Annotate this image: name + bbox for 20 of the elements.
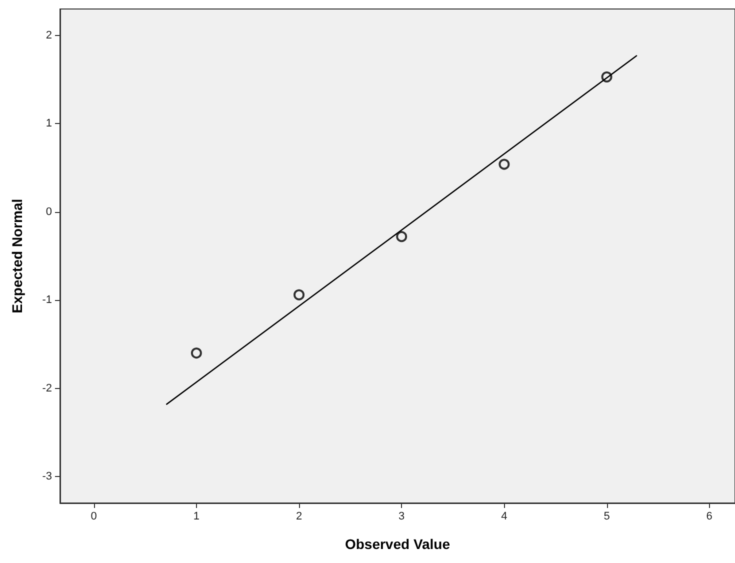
y-tick-label: -2 bbox=[42, 382, 52, 394]
y-tick-label: 2 bbox=[46, 29, 52, 42]
x-tick-label: 3 bbox=[398, 510, 405, 522]
x-tick-label: 4 bbox=[501, 510, 508, 522]
x-tick-label: 6 bbox=[706, 510, 712, 522]
point bbox=[498, 158, 510, 170]
x-tick-label: 5 bbox=[604, 510, 610, 522]
point bbox=[396, 231, 408, 242]
y-tick-label: -3 bbox=[42, 470, 52, 483]
y-axis-title: Expected Normal bbox=[9, 198, 25, 314]
point bbox=[190, 348, 202, 359]
y-tick-label: 0 bbox=[46, 206, 52, 218]
x-tick-label: 1 bbox=[193, 510, 200, 522]
point bbox=[294, 289, 305, 300]
point bbox=[601, 71, 612, 82]
x-tick-label: 0 bbox=[90, 510, 97, 522]
y-tick-label: 1 bbox=[46, 118, 52, 130]
y-tick-label: -1 bbox=[42, 294, 52, 306]
x-axis-title: Observed Value bbox=[344, 536, 450, 552]
x-tick-label: 2 bbox=[296, 510, 302, 522]
